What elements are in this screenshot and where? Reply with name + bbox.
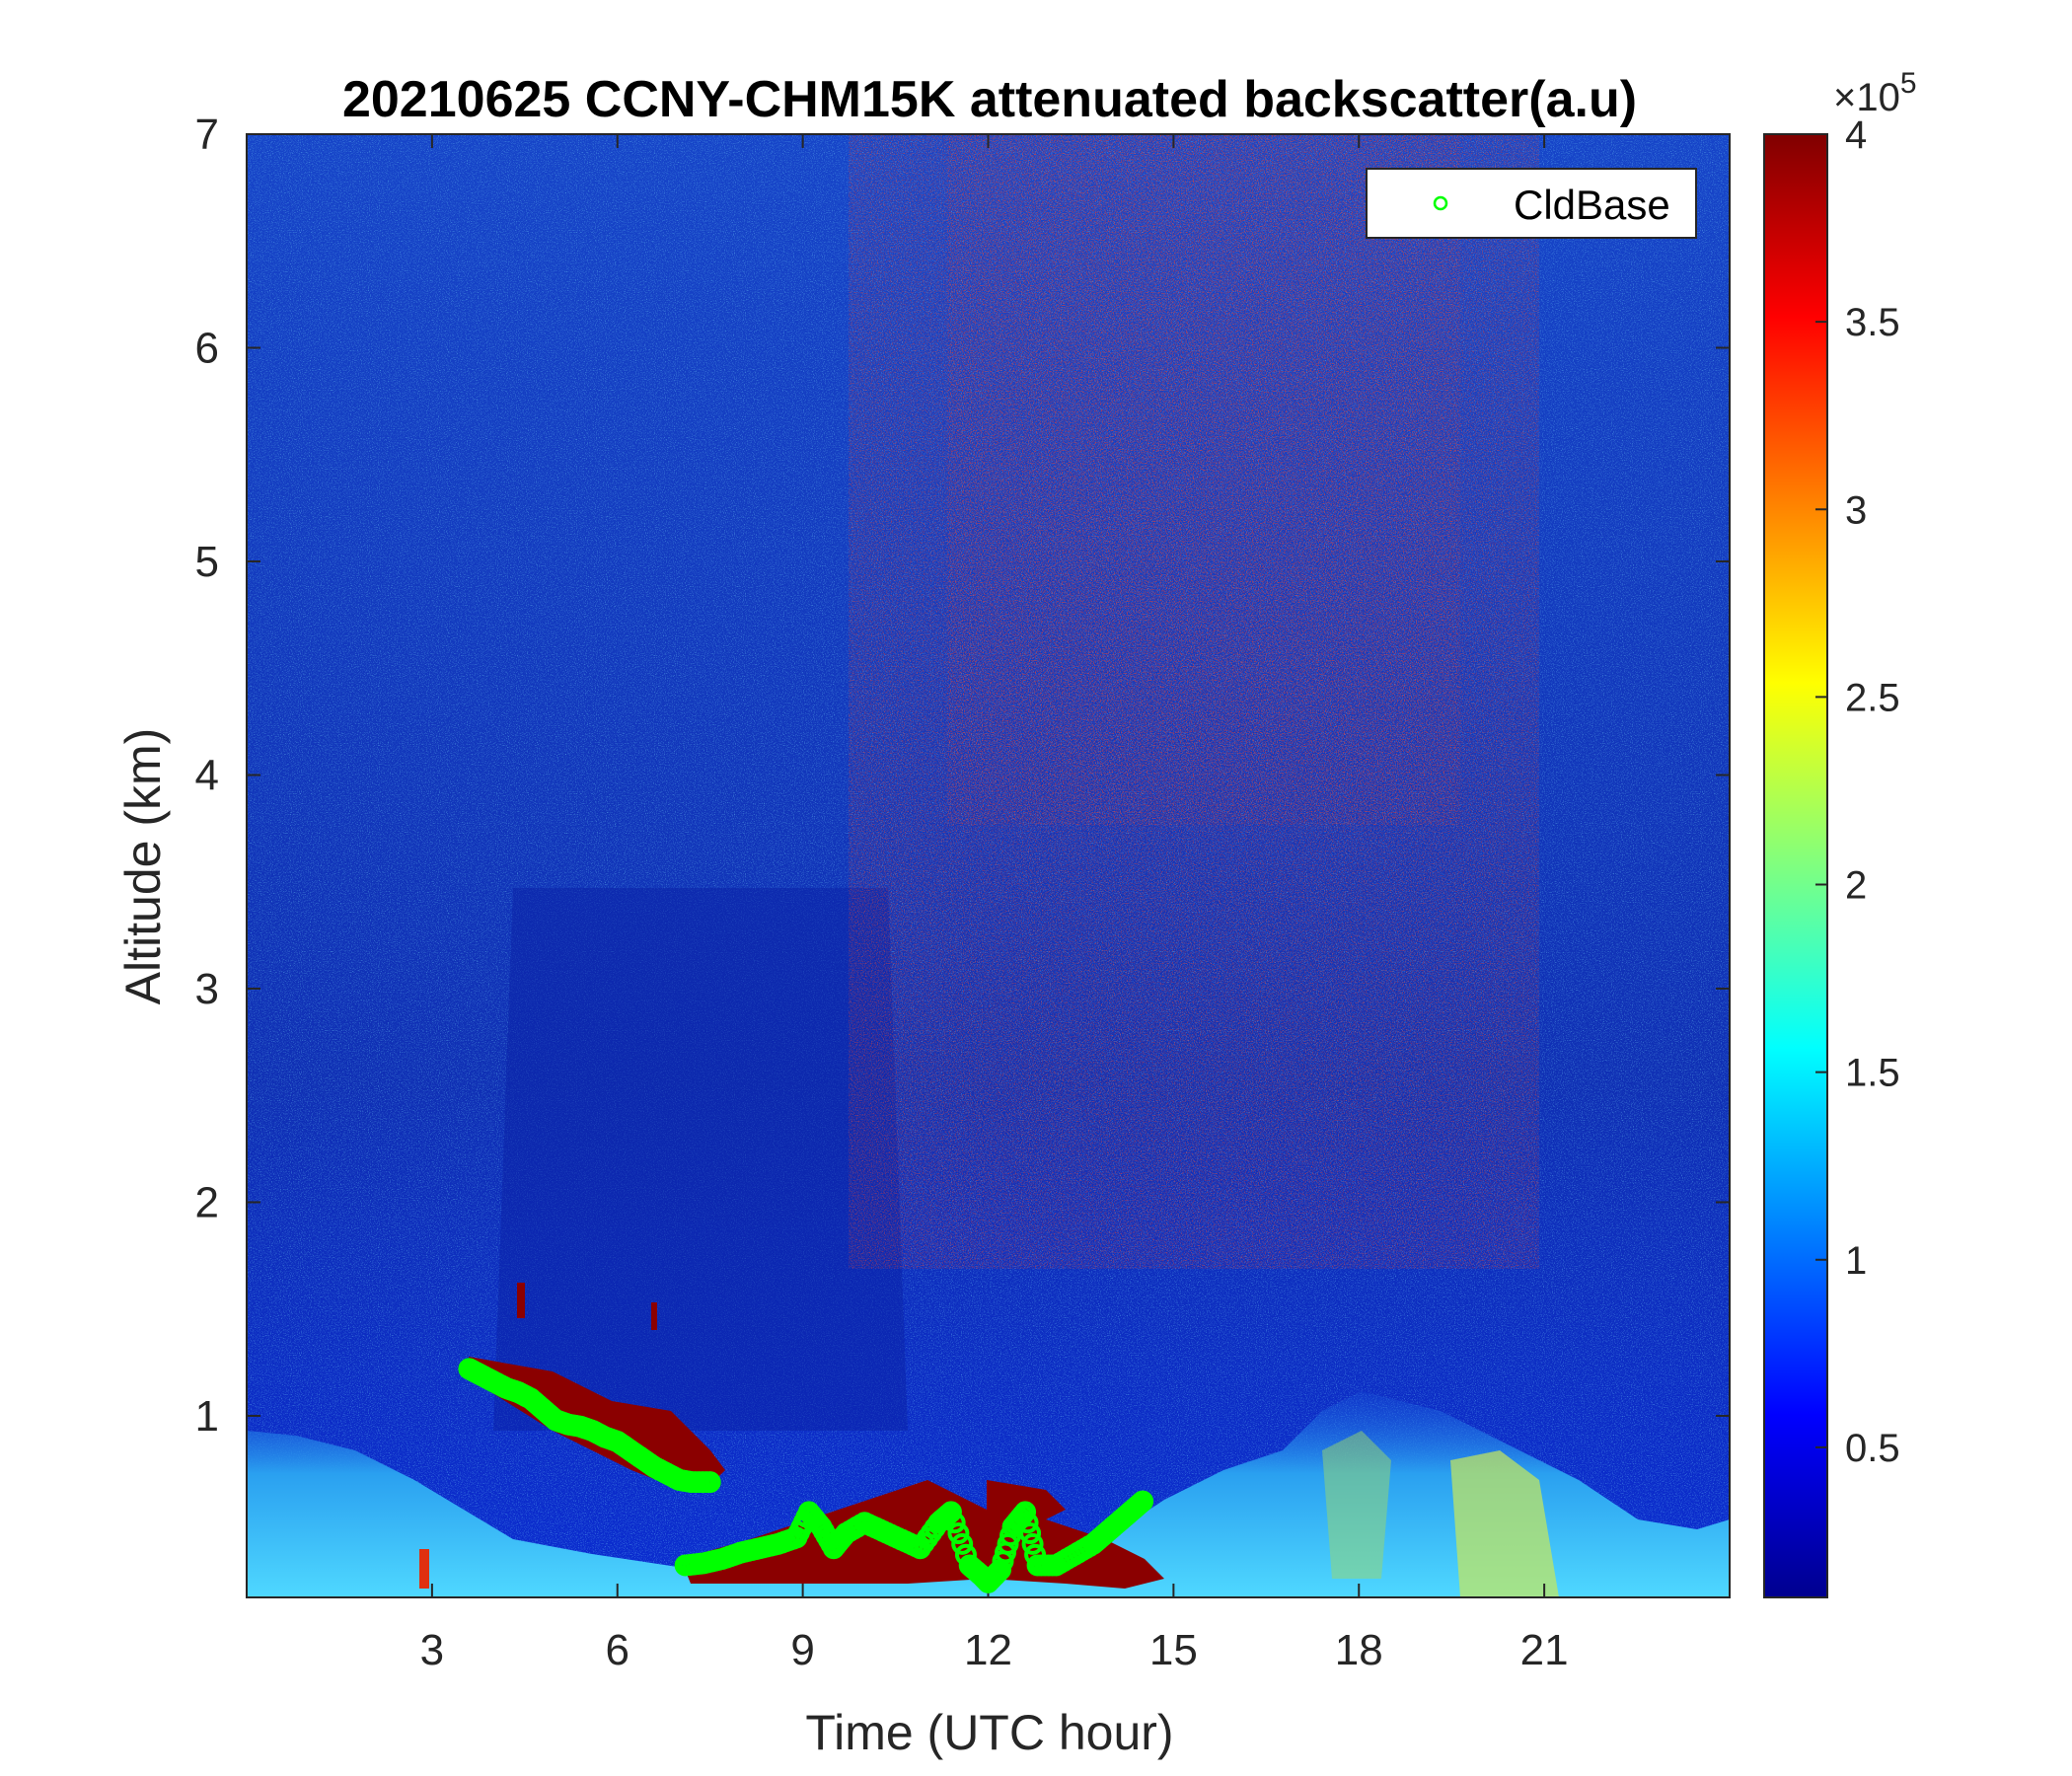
- colorbar-tick-label: 2: [1845, 864, 1867, 908]
- y-tick-label: 4: [195, 751, 219, 799]
- y-tick-label: 6: [195, 324, 219, 372]
- colorbar-tick-label: 0.5: [1845, 1427, 1900, 1470]
- colorbar: 0.5 1 1.5 2 2.5 3 3.5 4 ×105: [1763, 67, 1917, 1598]
- low-noise-zone: [493, 888, 908, 1431]
- cloud-base-point: [699, 1471, 721, 1494]
- x-tick-label: 12: [964, 1626, 1012, 1674]
- aerosol-yellow-patch-2: [1322, 1431, 1391, 1579]
- colorbar-multiplier-exponent: 5: [1900, 67, 1917, 100]
- x-axis-label: Time (UTC hour): [805, 1705, 1173, 1760]
- cloud-base-point: [943, 1512, 966, 1534]
- cloud-base-point: [1132, 1490, 1154, 1513]
- y-axis-ticks: 1 2 3 4 5 6 7: [195, 111, 1730, 1441]
- cloud-speck-2: [651, 1302, 657, 1330]
- colorbar-gradient: [1763, 133, 1828, 1598]
- cloud-speck-1: [517, 1283, 525, 1318]
- cloud-base-point: [951, 1532, 974, 1555]
- legend-marker: [1433, 195, 1448, 211]
- x-tick-label: 6: [606, 1626, 629, 1674]
- cloud-base-point: [1014, 1501, 1037, 1523]
- cloud-base-point: [939, 1501, 962, 1523]
- cloud-base-point: [987, 1561, 1009, 1584]
- colorbar-multiplier-base: ×10: [1833, 76, 1900, 119]
- colorbar-tick-label: 2.5: [1845, 676, 1900, 719]
- cloud-base-series: [458, 1358, 1154, 1593]
- legend-box: [1366, 168, 1697, 239]
- legend: CldBase: [1366, 168, 1697, 239]
- y-tick-label: 3: [195, 965, 219, 1013]
- aerosol-yellow-patch: [1450, 1450, 1559, 1597]
- legend-entry: CldBase: [1514, 182, 1670, 228]
- cloud-base-point: [1021, 1532, 1044, 1555]
- colorbar-tick-label: 3.5: [1845, 301, 1900, 344]
- y-tick-label: 5: [195, 538, 219, 586]
- daytime-noise-region-upper: [947, 134, 1460, 825]
- y-tick-label: 1: [195, 1392, 219, 1441]
- colorbar-tick-label: 1: [1845, 1239, 1867, 1283]
- x-tick-label: 21: [1520, 1626, 1569, 1674]
- y-axis-label: Altitude (km): [115, 728, 171, 1005]
- x-tick-label: 9: [790, 1626, 814, 1674]
- colorbar-tick-label: 4: [1845, 113, 1867, 157]
- x-tick-label: 15: [1149, 1626, 1198, 1674]
- cloud-base-point: [1019, 1522, 1042, 1545]
- chart-title: 20210625 CCNY-CHM15K attenuated backscat…: [342, 71, 1637, 128]
- y-tick-label: 2: [195, 1178, 219, 1226]
- colorbar-multiplier: ×105: [1833, 67, 1917, 119]
- colorbar-tick-label: 3: [1845, 488, 1867, 532]
- colorbar-ticks: 0.5 1 1.5 2 2.5 3 3.5 4: [1815, 113, 1900, 1470]
- x-tick-label: 18: [1335, 1626, 1383, 1674]
- cloud-speck-3: [419, 1549, 429, 1589]
- cloud-base-point: [1016, 1512, 1039, 1534]
- cloud-base-point: [947, 1522, 970, 1545]
- y-tick-label: 7: [195, 111, 219, 159]
- heatmap: [247, 134, 1730, 1597]
- colorbar-tick-label: 1.5: [1845, 1052, 1900, 1095]
- x-axis-ticks: 3 6 9 12 15 18 21: [420, 134, 1569, 1674]
- x-tick-label: 3: [420, 1626, 444, 1674]
